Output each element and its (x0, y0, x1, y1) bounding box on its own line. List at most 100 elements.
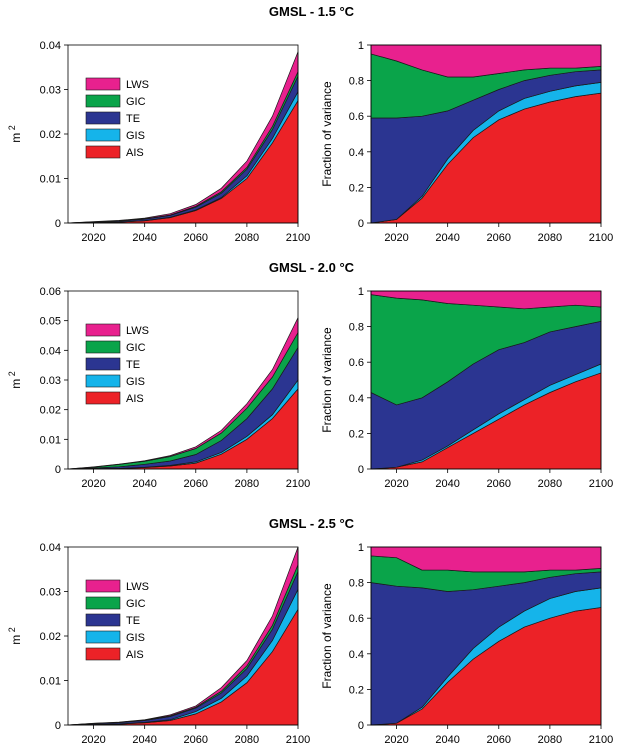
x-tick-label: 2040 (132, 734, 156, 746)
x-tick-label: 2100 (589, 478, 613, 490)
y-axis-label: m 2 (7, 371, 23, 389)
x-tick-label: 2100 (589, 734, 613, 746)
x-tick-label: 2040 (435, 232, 459, 244)
y-tick-label: 0.8 (349, 76, 364, 88)
y-tick-label: 0.6 (349, 111, 364, 123)
y-tick-label: 0.6 (349, 613, 364, 625)
legend-swatch-te (85, 613, 121, 627)
y-axis-label: Fraction of variance (320, 81, 334, 187)
legend-label-gic: GIC (126, 96, 146, 108)
legend-label-lws: LWS (126, 325, 149, 337)
chart-3: 0 0.2 0.4 0.6 0.8 1 2020 2040 2060 2080 2100 Fracti… (320, 286, 613, 490)
y-axis-label: m 2 (7, 125, 23, 143)
legend-label-ais: AIS (126, 147, 144, 159)
legend-swatch-te (85, 111, 121, 125)
legend-swatch-lws (85, 77, 121, 91)
legend-label-te: TE (126, 615, 140, 627)
x-tick-label: 2080 (235, 478, 259, 490)
legend-label-gic: GIC (126, 598, 146, 610)
chart-0: 0 0.01 0.02 0.03 0.04 2020 2040 2060 2080 2100 m 2… (7, 40, 310, 244)
legend-swatch-lws (85, 323, 121, 337)
y-tick-label: 0.2 (349, 428, 364, 440)
x-tick-label: 2060 (184, 734, 208, 746)
x-tick-label: 2080 (538, 232, 562, 244)
legend-label-gis: GIS (126, 376, 145, 388)
y-tick-label: 0.01 (40, 434, 61, 446)
y-tick-label: 1 (358, 286, 364, 298)
legend-swatch-lws (85, 579, 121, 593)
y-tick-label: 1 (358, 40, 364, 52)
y-tick-label: 0.01 (40, 174, 61, 186)
y-tick-label: 0.02 (40, 631, 61, 643)
legend-label-gis: GIS (126, 130, 145, 142)
x-tick-label: 2040 (132, 478, 156, 490)
y-tick-label: 0 (358, 218, 364, 230)
x-tick-label: 2100 (589, 232, 613, 244)
y-tick-label: 0.04 (40, 345, 61, 357)
legend-swatch-gic (85, 596, 121, 610)
legend-swatch-ais (85, 647, 121, 661)
x-tick-label: 2020 (384, 232, 408, 244)
y-tick-label: 0.03 (40, 85, 61, 97)
y-tick-label: 0.04 (40, 542, 61, 554)
chart-4: 0 0.01 0.02 0.03 0.04 2020 2040 2060 2080 2100 m 2… (7, 542, 310, 746)
chart-5: 0 0.2 0.4 0.6 0.8 1 2020 2040 2060 2080 2100 Fracti… (320, 542, 613, 746)
legend-swatch-gis (85, 374, 121, 388)
row-title-2-0: GMSL - 2.0 °C (268, 260, 355, 275)
x-tick-label: 2040 (435, 734, 459, 746)
y-tick-label: 0.02 (40, 405, 61, 417)
y-tick-label: 0.01 (40, 676, 61, 688)
x-tick-label: 2020 (81, 734, 105, 746)
x-tick-label: 2040 (435, 478, 459, 490)
y-tick-label: 0.06 (40, 286, 61, 298)
x-tick-label: 2040 (132, 232, 156, 244)
legend-swatch-gis (85, 128, 121, 142)
x-tick-label: 2080 (235, 232, 259, 244)
row-title-2-5: GMSL - 2.5 °C (268, 516, 355, 531)
y-tick-label: 0.4 (349, 649, 364, 661)
legend-label-ais: AIS (126, 393, 144, 405)
y-tick-label: 0.03 (40, 587, 61, 599)
x-tick-label: 2060 (487, 734, 511, 746)
legend-label-lws: LWS (126, 79, 149, 91)
x-tick-label: 2060 (487, 478, 511, 490)
x-tick-label: 2080 (538, 478, 562, 490)
legend-swatch-gis (85, 630, 121, 644)
legend-swatch-ais (85, 391, 121, 405)
legend-label-te: TE (126, 113, 140, 125)
chart-2: 0 0.01 0.02 0.03 0.04 0.05 0.06 2020 2040 2060 208… (7, 286, 310, 490)
legend-label-gis: GIS (126, 632, 145, 644)
y-tick-label: 0.2 (349, 182, 364, 194)
x-tick-label: 2020 (81, 232, 105, 244)
y-tick-label: 0 (55, 720, 61, 732)
legend-label-lws: LWS (126, 581, 149, 593)
legend-label-gic: GIC (126, 342, 146, 354)
y-tick-label: 0 (55, 464, 61, 476)
x-tick-label: 2060 (184, 478, 208, 490)
x-tick-label: 2060 (487, 232, 511, 244)
plot-frame (370, 290, 602, 470)
x-tick-label: 2020 (81, 478, 105, 490)
y-tick-label: 0.8 (349, 322, 364, 334)
y-axis-label: Fraction of variance (320, 583, 334, 689)
y-tick-label: 0.6 (349, 357, 364, 369)
x-tick-label: 2060 (184, 232, 208, 244)
area-ais (67, 608, 299, 726)
y-tick-label: 0.03 (40, 375, 61, 387)
y-tick-label: 0.02 (40, 129, 61, 141)
legend-swatch-ais (85, 145, 121, 159)
chart-1: 0 0.2 0.4 0.6 0.8 1 2020 2040 2060 2080 2100 Fracti… (320, 40, 613, 244)
x-tick-label: 2020 (384, 478, 408, 490)
legend-label-te: TE (126, 359, 140, 371)
y-tick-label: 0.05 (40, 316, 61, 328)
plot-frame (370, 546, 602, 726)
x-tick-label: 2100 (286, 734, 310, 746)
y-tick-label: 0 (358, 464, 364, 476)
legend-swatch-gic (85, 340, 121, 354)
y-tick-label: 0.4 (349, 393, 364, 405)
y-axis-label: m 2 (7, 627, 23, 645)
plot-frame (370, 44, 602, 224)
y-tick-label: 0.4 (349, 147, 364, 159)
x-tick-label: 2080 (235, 734, 259, 746)
y-tick-label: 1 (358, 542, 364, 554)
